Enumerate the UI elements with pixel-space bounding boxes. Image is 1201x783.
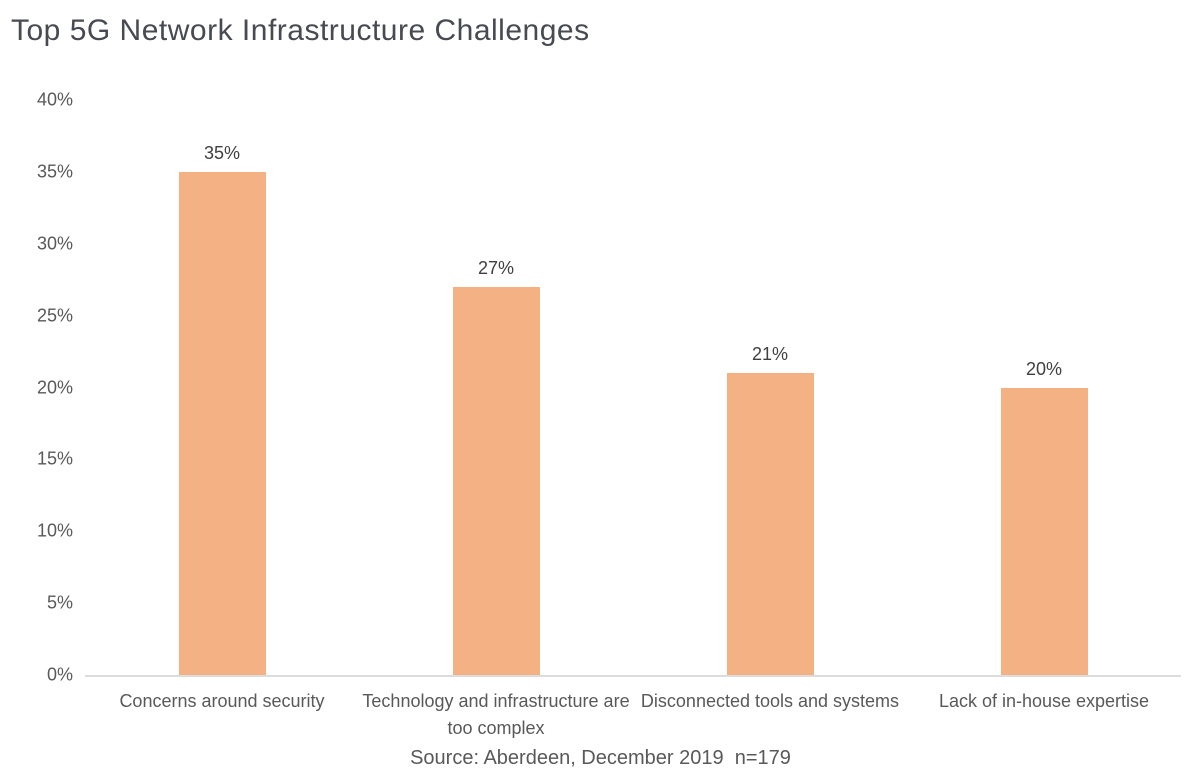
x-axis-label: Disconnected tools and systems <box>640 691 900 711</box>
bar-value-label: 20% <box>1025 358 1063 379</box>
y-tick-label: 40% <box>36 89 73 110</box>
x-axis-label: Concerns around security <box>119 691 325 711</box>
y-tick-label: 20% <box>36 377 73 397</box>
bar-value-label: 27% <box>477 257 515 278</box>
bar <box>452 286 540 675</box>
y-tick-label: 35% <box>36 161 73 182</box>
y-tick-label: 25% <box>36 305 73 326</box>
x-axis-label: Lack of in-house expertise <box>938 691 1150 711</box>
y-tick-label: 30% <box>36 233 73 254</box>
source-note: Source: Aberdeen, December 2019 n=179 <box>410 747 791 769</box>
bar <box>178 171 266 675</box>
bar <box>726 373 814 675</box>
y-tick-label: 0% <box>46 664 73 685</box>
bar <box>1000 387 1088 675</box>
chart-title: Top 5G Network Infrastructure Challenges <box>11 14 590 47</box>
bar-value-label: 35% <box>203 142 241 163</box>
y-tick-label: 5% <box>46 592 73 613</box>
y-axis: 0% 5% 10% 15% 20% 25% 30% 35% 40% <box>0 90 73 685</box>
x-axis-label: Technology and infrastructure are too co… <box>362 691 630 738</box>
y-tick-label: 10% <box>36 520 73 541</box>
bar-value-label: 21% <box>751 344 789 365</box>
y-tick-label: 15% <box>36 448 73 469</box>
x-axis: Concerns around security Technology and i… <box>85 688 1181 746</box>
plot-area: 35% 27% 21% 20% <box>85 100 1181 677</box>
